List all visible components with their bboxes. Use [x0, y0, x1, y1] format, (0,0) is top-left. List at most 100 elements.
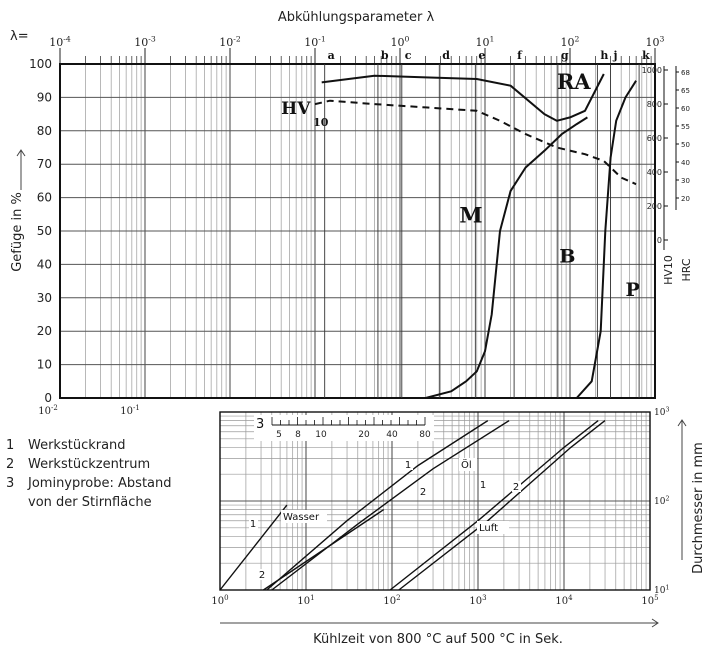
- y-tick-label: 10: [37, 358, 52, 372]
- y-tick-label: 90: [37, 90, 52, 104]
- y-tick-label: 100: [29, 57, 52, 71]
- series-label-bg: [249, 518, 258, 529]
- series-label-bg: [512, 481, 521, 492]
- bottom-y-axis-arrow: [677, 419, 687, 560]
- hv10-tick-label: 400: [647, 168, 662, 177]
- hrc-tick-label: 68: [681, 69, 690, 77]
- jominy-tick-label: 5: [276, 430, 282, 440]
- x-tick-label: 100: [391, 35, 410, 49]
- series-line: [425, 116, 588, 399]
- phase-annotation: B: [559, 246, 575, 268]
- cooling-curve-label: e: [478, 49, 485, 62]
- bottom-plot-frame: [219, 411, 651, 591]
- hrc-tick-label: 30: [681, 177, 690, 185]
- y-tick-label: 30: [37, 291, 52, 305]
- cooling-curve-label: f: [517, 49, 523, 62]
- series-line: [314, 99, 637, 186]
- legend-item-number: 2: [6, 457, 15, 472]
- secondary-x-tick-label: 10-1: [120, 404, 140, 417]
- bottom-x-tick-label: 104: [555, 594, 573, 607]
- jominy-tick-label: 80: [419, 430, 431, 440]
- y-tick-label: 50: [37, 224, 52, 238]
- x-tick-label: 101: [476, 35, 495, 49]
- medium-label-bg: [459, 458, 477, 471]
- bottom-x-tick-label: 102: [383, 594, 400, 607]
- series-label-bg: [419, 486, 428, 497]
- secondary-x-tick-label: 10-2: [38, 404, 58, 417]
- bottom-series-line: [266, 420, 489, 591]
- y-tick-label: 80: [37, 124, 52, 138]
- y-axis-title: Gefüge in %: [10, 192, 25, 272]
- lambda-label: λ=: [10, 29, 29, 44]
- cooling-curve-label: g: [561, 49, 569, 62]
- jominy-scale-bg: [254, 415, 434, 441]
- legend-item: 3 Jominyprobe: Abstand: [6, 474, 211, 493]
- x-tick-label: 10-1: [304, 35, 326, 49]
- cooling-curve-label: a: [328, 49, 335, 62]
- phase-annotation: RA: [557, 69, 591, 94]
- cooling-curve-label: c: [405, 49, 412, 62]
- series-line: [321, 73, 605, 122]
- legend-item: von der Stirnfläche: [6, 493, 211, 512]
- bottom-y-tick-label: 101: [654, 584, 669, 596]
- jominy-tick-label: 10: [315, 430, 327, 440]
- series-number-label: 2: [513, 482, 519, 493]
- cooling-curve-label: d: [442, 49, 450, 62]
- hv10-tick-label: 0: [657, 236, 662, 245]
- cooling-curve-label: h: [600, 49, 608, 62]
- legend-item-number: 3: [6, 476, 15, 491]
- legend-item: 2 Werkstückzentrum: [6, 455, 211, 474]
- series-number-label: 1: [480, 480, 486, 491]
- medium-label: Luft: [479, 523, 498, 534]
- hv10-tick-label: 800: [647, 100, 662, 109]
- bottom-series-line: [219, 504, 288, 591]
- phase-annotation: HV: [281, 99, 311, 119]
- hv10-tick-label: 600: [647, 134, 662, 143]
- hrc-tick-label: 40: [681, 159, 690, 167]
- series-number-label: 2: [259, 570, 265, 581]
- bottom-y-tick-label: 102: [654, 495, 669, 507]
- medium-label-bg: [477, 521, 509, 534]
- y-tick-label: 60: [37, 191, 52, 205]
- bottom-y-axis-title: Durchmesser in mm: [691, 442, 706, 574]
- y-tick-label: 40: [37, 257, 52, 271]
- series-label-bg: [258, 569, 267, 580]
- hv10-axis-label: HV10: [662, 255, 675, 285]
- bottom-x-axis-title: Kühlzeit von 800 °C auf 500 °C in Sek.: [313, 632, 563, 647]
- hrc-tick-label: 65: [681, 87, 690, 95]
- y-axis-arrow: [16, 149, 26, 190]
- series-label-bg: [479, 479, 488, 490]
- hv10-tick-label: 1000: [642, 66, 662, 75]
- series-number-label: 2: [420, 487, 426, 498]
- plot-frame: [59, 63, 656, 399]
- bottom-x-axis-arrow: [220, 618, 659, 628]
- legend-item-text: Werkstückrand: [28, 438, 126, 453]
- y-tick-label: 70: [37, 157, 52, 171]
- y-tick-label: 20: [37, 324, 52, 338]
- bottom-series-line: [271, 420, 510, 591]
- hrc-axis-label: HRC: [680, 258, 693, 281]
- series-line: [575, 80, 637, 399]
- bottom-y-tick-label: 103: [654, 406, 669, 418]
- hrc-tick-label: 55: [681, 123, 690, 131]
- phase-annotation: P: [626, 279, 640, 301]
- legend-item-text: von der Stirnfläche: [28, 495, 152, 510]
- legend-item-number: 1: [6, 438, 15, 453]
- bottom-x-tick-label: 101: [297, 594, 314, 607]
- legend: 1 Werkstückrand 2 Werkstückzentrum 3 Jominypr…: [6, 436, 211, 512]
- x-tick-label: 10-2: [219, 35, 241, 49]
- series-label-bg: [404, 459, 413, 470]
- cooling-curve-label: b: [381, 49, 389, 62]
- cooling-curve-label: k: [642, 49, 650, 62]
- bottom-x-tick-label: 100: [211, 594, 228, 607]
- x-tick-label: 10-3: [134, 35, 156, 49]
- cooling-curve-label: j: [613, 49, 618, 62]
- series-number-label: 1: [405, 460, 411, 471]
- bottom-x-tick-label: 105: [641, 594, 658, 607]
- hrc-tick-label: 20: [681, 195, 690, 203]
- jominy-tick-label: 20: [358, 430, 370, 440]
- medium-label-bg: [281, 510, 327, 523]
- legend-item: 1 Werkstückrand: [6, 436, 211, 455]
- medium-label: Öl: [461, 458, 472, 471]
